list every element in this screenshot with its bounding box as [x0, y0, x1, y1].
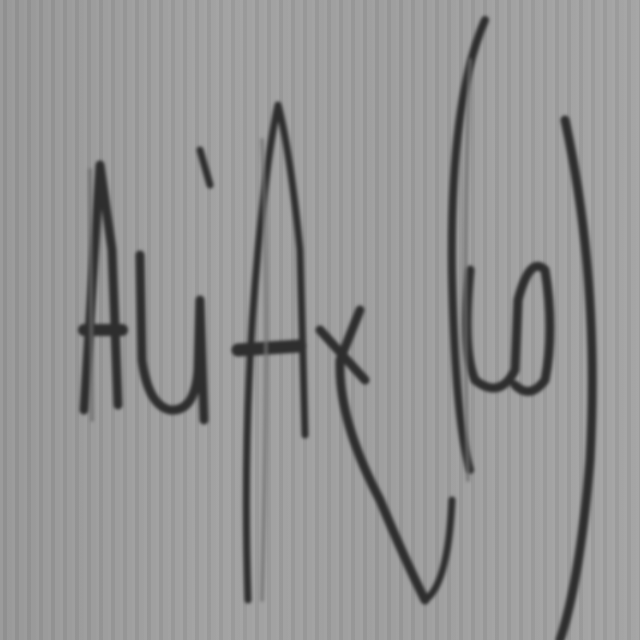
- stroke-x-tail-return: [421, 496, 456, 604]
- stroke-close-paren: [555, 115, 597, 640]
- stroke-letter-x: [315, 305, 430, 605]
- stroke-letter-u: [135, 250, 209, 425]
- stroke-letter-omega: [462, 261, 555, 396]
- ghost-stroke-3: [463, 58, 472, 482]
- ghost-stroke-2: [260, 138, 268, 602]
- stroke-letter-a-big-crossbar: [231, 339, 307, 357]
- stroke-open-paren: [447, 16, 489, 474]
- ghost-stroke-1: [88, 168, 94, 422]
- stroke-accent-mark: [196, 146, 214, 189]
